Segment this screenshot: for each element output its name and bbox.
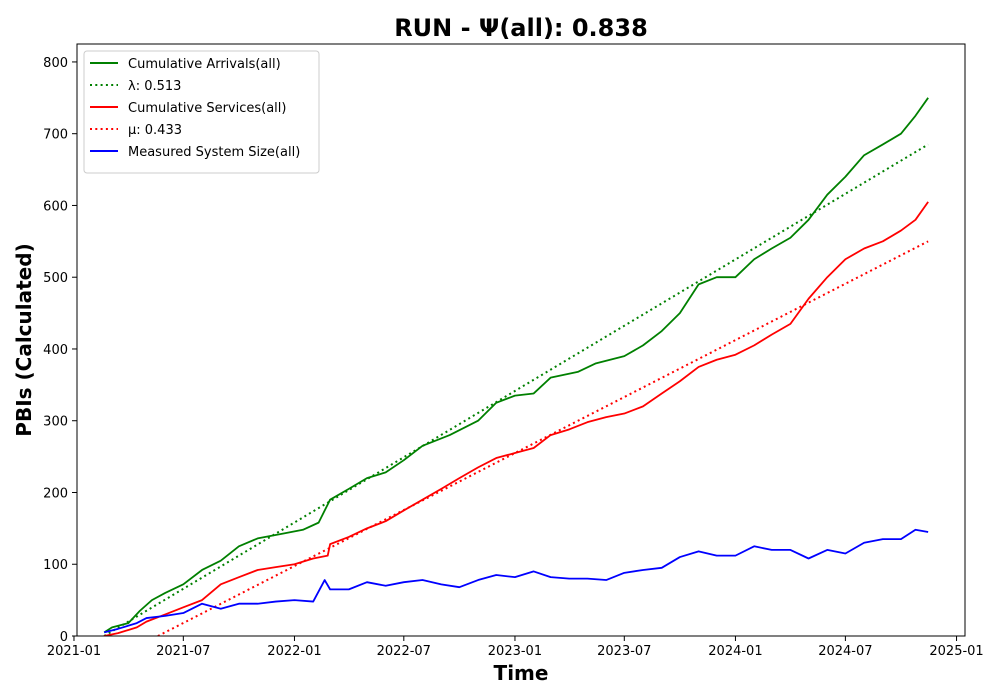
legend: Cumulative Arrivals(all) λ: 0.513 Cumulati… bbox=[83, 50, 320, 174]
x-tick-label: 2021-07 bbox=[156, 644, 210, 659]
series-line-4 bbox=[103, 528, 929, 634]
x-tick-label: 2022-01 bbox=[267, 644, 321, 659]
series-line-2 bbox=[103, 201, 929, 636]
x-tick-label: 2024-07 bbox=[818, 644, 872, 659]
y-tick-label: 600 bbox=[43, 199, 68, 214]
y-axis-title: PBIs (Calculated) bbox=[12, 243, 36, 436]
x-tick-label: 2024-01 bbox=[708, 644, 762, 659]
legend-label: λ: 0.513 bbox=[128, 79, 181, 94]
series-line-3 bbox=[157, 240, 929, 636]
legend-label: μ: 0.433 bbox=[128, 123, 182, 138]
x-tick-label: 2023-01 bbox=[488, 644, 542, 659]
chart-title: RUN - Ψ(all): 0.838 bbox=[394, 14, 648, 42]
x-tick-label: 2022-07 bbox=[377, 644, 431, 659]
legend-label: Measured System Size(all) bbox=[128, 145, 300, 160]
y-tick-label: 400 bbox=[43, 343, 68, 358]
legend-label: Cumulative Arrivals(all) bbox=[128, 57, 281, 72]
plot-frame bbox=[76, 43, 966, 637]
series-line-1 bbox=[103, 143, 929, 636]
x-tick-label: 2025-01 bbox=[929, 644, 983, 659]
y-tick-label: 500 bbox=[43, 271, 68, 286]
legend-label: Cumulative Services(all) bbox=[128, 101, 286, 116]
x-tick-label: 2021-01 bbox=[47, 644, 101, 659]
legend-box bbox=[83, 50, 320, 174]
y-tick-label: 800 bbox=[43, 56, 68, 71]
y-tick-label: 200 bbox=[43, 486, 68, 501]
y-tick-label: 100 bbox=[43, 558, 68, 573]
series-line-0 bbox=[103, 97, 929, 634]
x-axis: 2021-01 2021-07 2022-01 2022-07 2023-01 2023-… bbox=[47, 636, 984, 659]
y-tick-label: 0 bbox=[60, 630, 68, 645]
y-tick-label: 300 bbox=[43, 415, 68, 430]
y-tick-label: 700 bbox=[43, 128, 68, 143]
x-tick-label: 2023-07 bbox=[597, 644, 651, 659]
y-axis: 0 100 200 300 400 500 600 700 800 bbox=[43, 56, 77, 645]
x-axis-title: Time bbox=[494, 661, 549, 685]
